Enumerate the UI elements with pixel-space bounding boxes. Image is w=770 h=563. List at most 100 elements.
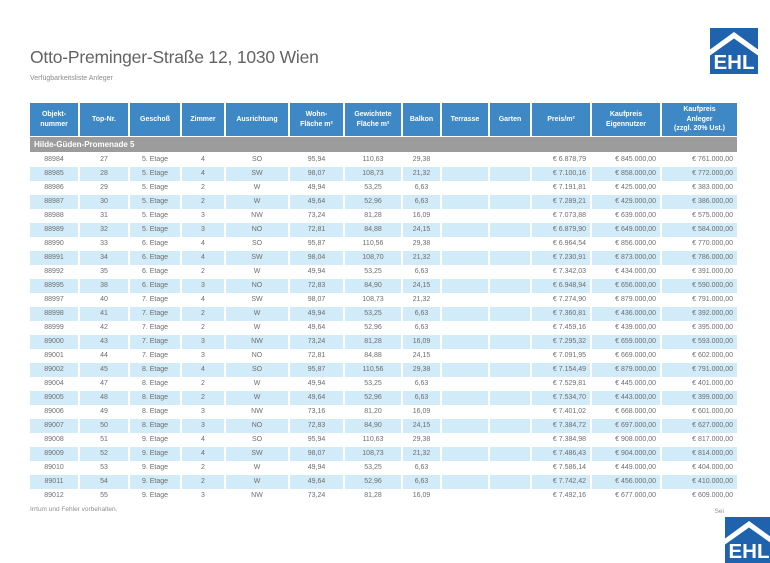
table-cell: 108,73 bbox=[345, 447, 403, 461]
table-cell: 3 bbox=[182, 489, 226, 503]
table-cell: 7. Etage bbox=[130, 349, 182, 363]
table-cell: 2 bbox=[182, 321, 226, 335]
table-cell: € 656.000,00 bbox=[592, 279, 662, 293]
table-cell bbox=[490, 195, 532, 209]
table-cell: 35 bbox=[80, 265, 130, 279]
table-cell: 48 bbox=[80, 391, 130, 405]
table-cell: SW bbox=[226, 251, 290, 265]
table-cell: 9. Etage bbox=[130, 447, 182, 461]
table-cell: 89006 bbox=[30, 405, 80, 419]
table-cell: 55 bbox=[80, 489, 130, 503]
table-cell: 4 bbox=[182, 153, 226, 167]
table-cell bbox=[490, 475, 532, 489]
column-header: Gewichtete Fläche m² bbox=[345, 103, 403, 137]
table-cell: 9. Etage bbox=[130, 461, 182, 475]
table-cell: 54 bbox=[80, 475, 130, 489]
table-cell: € 791.000,00 bbox=[692, 296, 733, 303]
table-cell: 2 bbox=[182, 265, 226, 279]
table-cell: W bbox=[226, 181, 290, 195]
table-cell: € 904.000,00 bbox=[592, 447, 662, 461]
table-cell: 6,63 bbox=[403, 461, 442, 475]
table-cell: 72,81 bbox=[290, 223, 345, 237]
table-cell: € 908.000,00 bbox=[592, 433, 662, 447]
table-cell: 3 bbox=[182, 419, 226, 433]
table-row: 89012 55 9. Etage 3 NW 73,24 81,28 16,09 € 7.492… bbox=[30, 489, 737, 503]
table-cell: 98,07 bbox=[290, 167, 345, 181]
table-cell bbox=[490, 335, 532, 349]
table-cell: 3 bbox=[182, 223, 226, 237]
table-cell: 24,15 bbox=[403, 419, 442, 433]
table-row: 89002 45 8. Etage 4 SO 95,87 110,56 29,38 € 7.15… bbox=[30, 363, 737, 377]
table-cell: € 383.000,00 bbox=[692, 184, 733, 191]
table-cell: € 7.295,32 bbox=[532, 335, 592, 349]
table-cell: 81,20 bbox=[345, 405, 403, 419]
table-cell: 3 bbox=[182, 279, 226, 293]
table-cell: 89001 bbox=[30, 349, 80, 363]
table-cell: 34 bbox=[80, 251, 130, 265]
table-cell: 29,38 bbox=[403, 237, 442, 251]
table-cell: 4 bbox=[182, 237, 226, 251]
table-cell bbox=[442, 293, 490, 307]
table-cell: 24,15 bbox=[403, 279, 442, 293]
table-cell: 9. Etage bbox=[130, 475, 182, 489]
table-cell: 50 bbox=[80, 419, 130, 433]
column-header: Ausrichtung bbox=[226, 103, 290, 137]
table-cell bbox=[490, 447, 532, 461]
table-cell: € 593.000,00 bbox=[662, 335, 737, 349]
table-row: 88997 40 7. Etage 4 SW 98,07 108,73 21,32 € 7.27… bbox=[30, 293, 737, 307]
table-cell: 52,96 bbox=[345, 475, 403, 489]
table-row: 89005 48 8. Etage 2 W 49,64 52,96 6,63 € 7.534,7… bbox=[30, 391, 737, 405]
table-cell: € 7.529,81 bbox=[532, 377, 592, 391]
table-cell: 95,87 bbox=[290, 237, 345, 251]
table-cell bbox=[442, 209, 490, 223]
table-cell: 88985 bbox=[30, 167, 80, 181]
table-cell: € 677.000,00 bbox=[592, 489, 662, 503]
table-cell: 49,64 bbox=[290, 195, 345, 209]
table-cell: 49,94 bbox=[290, 181, 345, 195]
table-cell: W bbox=[226, 321, 290, 335]
table-cell: 5. Etage bbox=[130, 153, 182, 167]
table-cell: 95,87 bbox=[290, 363, 345, 377]
table-cell: € 590.000,00 bbox=[662, 279, 737, 293]
table-cell: 7. Etage bbox=[130, 335, 182, 349]
table-cell: 31 bbox=[80, 209, 130, 223]
table-cell: € 445.000,00 bbox=[592, 377, 662, 391]
table-cell: W bbox=[226, 391, 290, 405]
table-cell: € 7.492,16 bbox=[532, 489, 592, 503]
table-cell: € 649.000,00 bbox=[592, 223, 662, 237]
table-cell: € 873.000,00 bbox=[592, 251, 662, 265]
table-cell bbox=[442, 377, 490, 391]
table-cell: 52 bbox=[80, 447, 130, 461]
table-cell: 84,90 bbox=[345, 279, 403, 293]
table-row: 88989 32 5. Etage 3 NO 72,81 84,88 24,15 € 6.879… bbox=[30, 223, 737, 237]
table-cell bbox=[442, 265, 490, 279]
table-row: 89006 49 8. Etage 3 NW 73,16 81,20 16,09 € 7.401… bbox=[30, 405, 737, 419]
table-cell: 21,32 bbox=[403, 167, 442, 181]
table-cell bbox=[490, 223, 532, 237]
column-header: Balkon bbox=[403, 103, 442, 137]
table-cell: 73,24 bbox=[290, 335, 345, 349]
table-cell: € 659.000,00 bbox=[592, 335, 662, 349]
table-cell: W bbox=[226, 475, 290, 489]
table-cell: 4 bbox=[182, 293, 226, 307]
table-cell: 6,63 bbox=[403, 377, 442, 391]
table-cell: 81,28 bbox=[345, 489, 403, 503]
table-cell: 7. Etage bbox=[130, 307, 182, 321]
table-cell: 88991 bbox=[30, 251, 80, 265]
table-cell bbox=[442, 363, 490, 377]
table-cell: 88997 bbox=[30, 293, 80, 307]
table-cell: 6,63 bbox=[403, 265, 442, 279]
table-cell: € 399.000,00 bbox=[662, 391, 737, 405]
table-cell: 5. Etage bbox=[130, 195, 182, 209]
table-cell bbox=[442, 489, 490, 503]
table-cell: NW bbox=[226, 335, 290, 349]
table-cell: 88998 bbox=[30, 307, 80, 321]
table-cell: 5. Etage bbox=[130, 181, 182, 195]
page-title: Otto-Preminger-Straße 12, 1030 Wien bbox=[30, 47, 319, 67]
table-cell: 88990 bbox=[30, 237, 80, 251]
column-header: Top-Nr. bbox=[80, 103, 130, 137]
table-cell: 49 bbox=[80, 405, 130, 419]
table-cell: € 449.000,00 bbox=[592, 461, 662, 475]
table-row: 89007 50 8. Etage 3 NO 72,83 84,90 24,15 € 7.384… bbox=[30, 419, 737, 433]
table-cell bbox=[490, 167, 532, 181]
